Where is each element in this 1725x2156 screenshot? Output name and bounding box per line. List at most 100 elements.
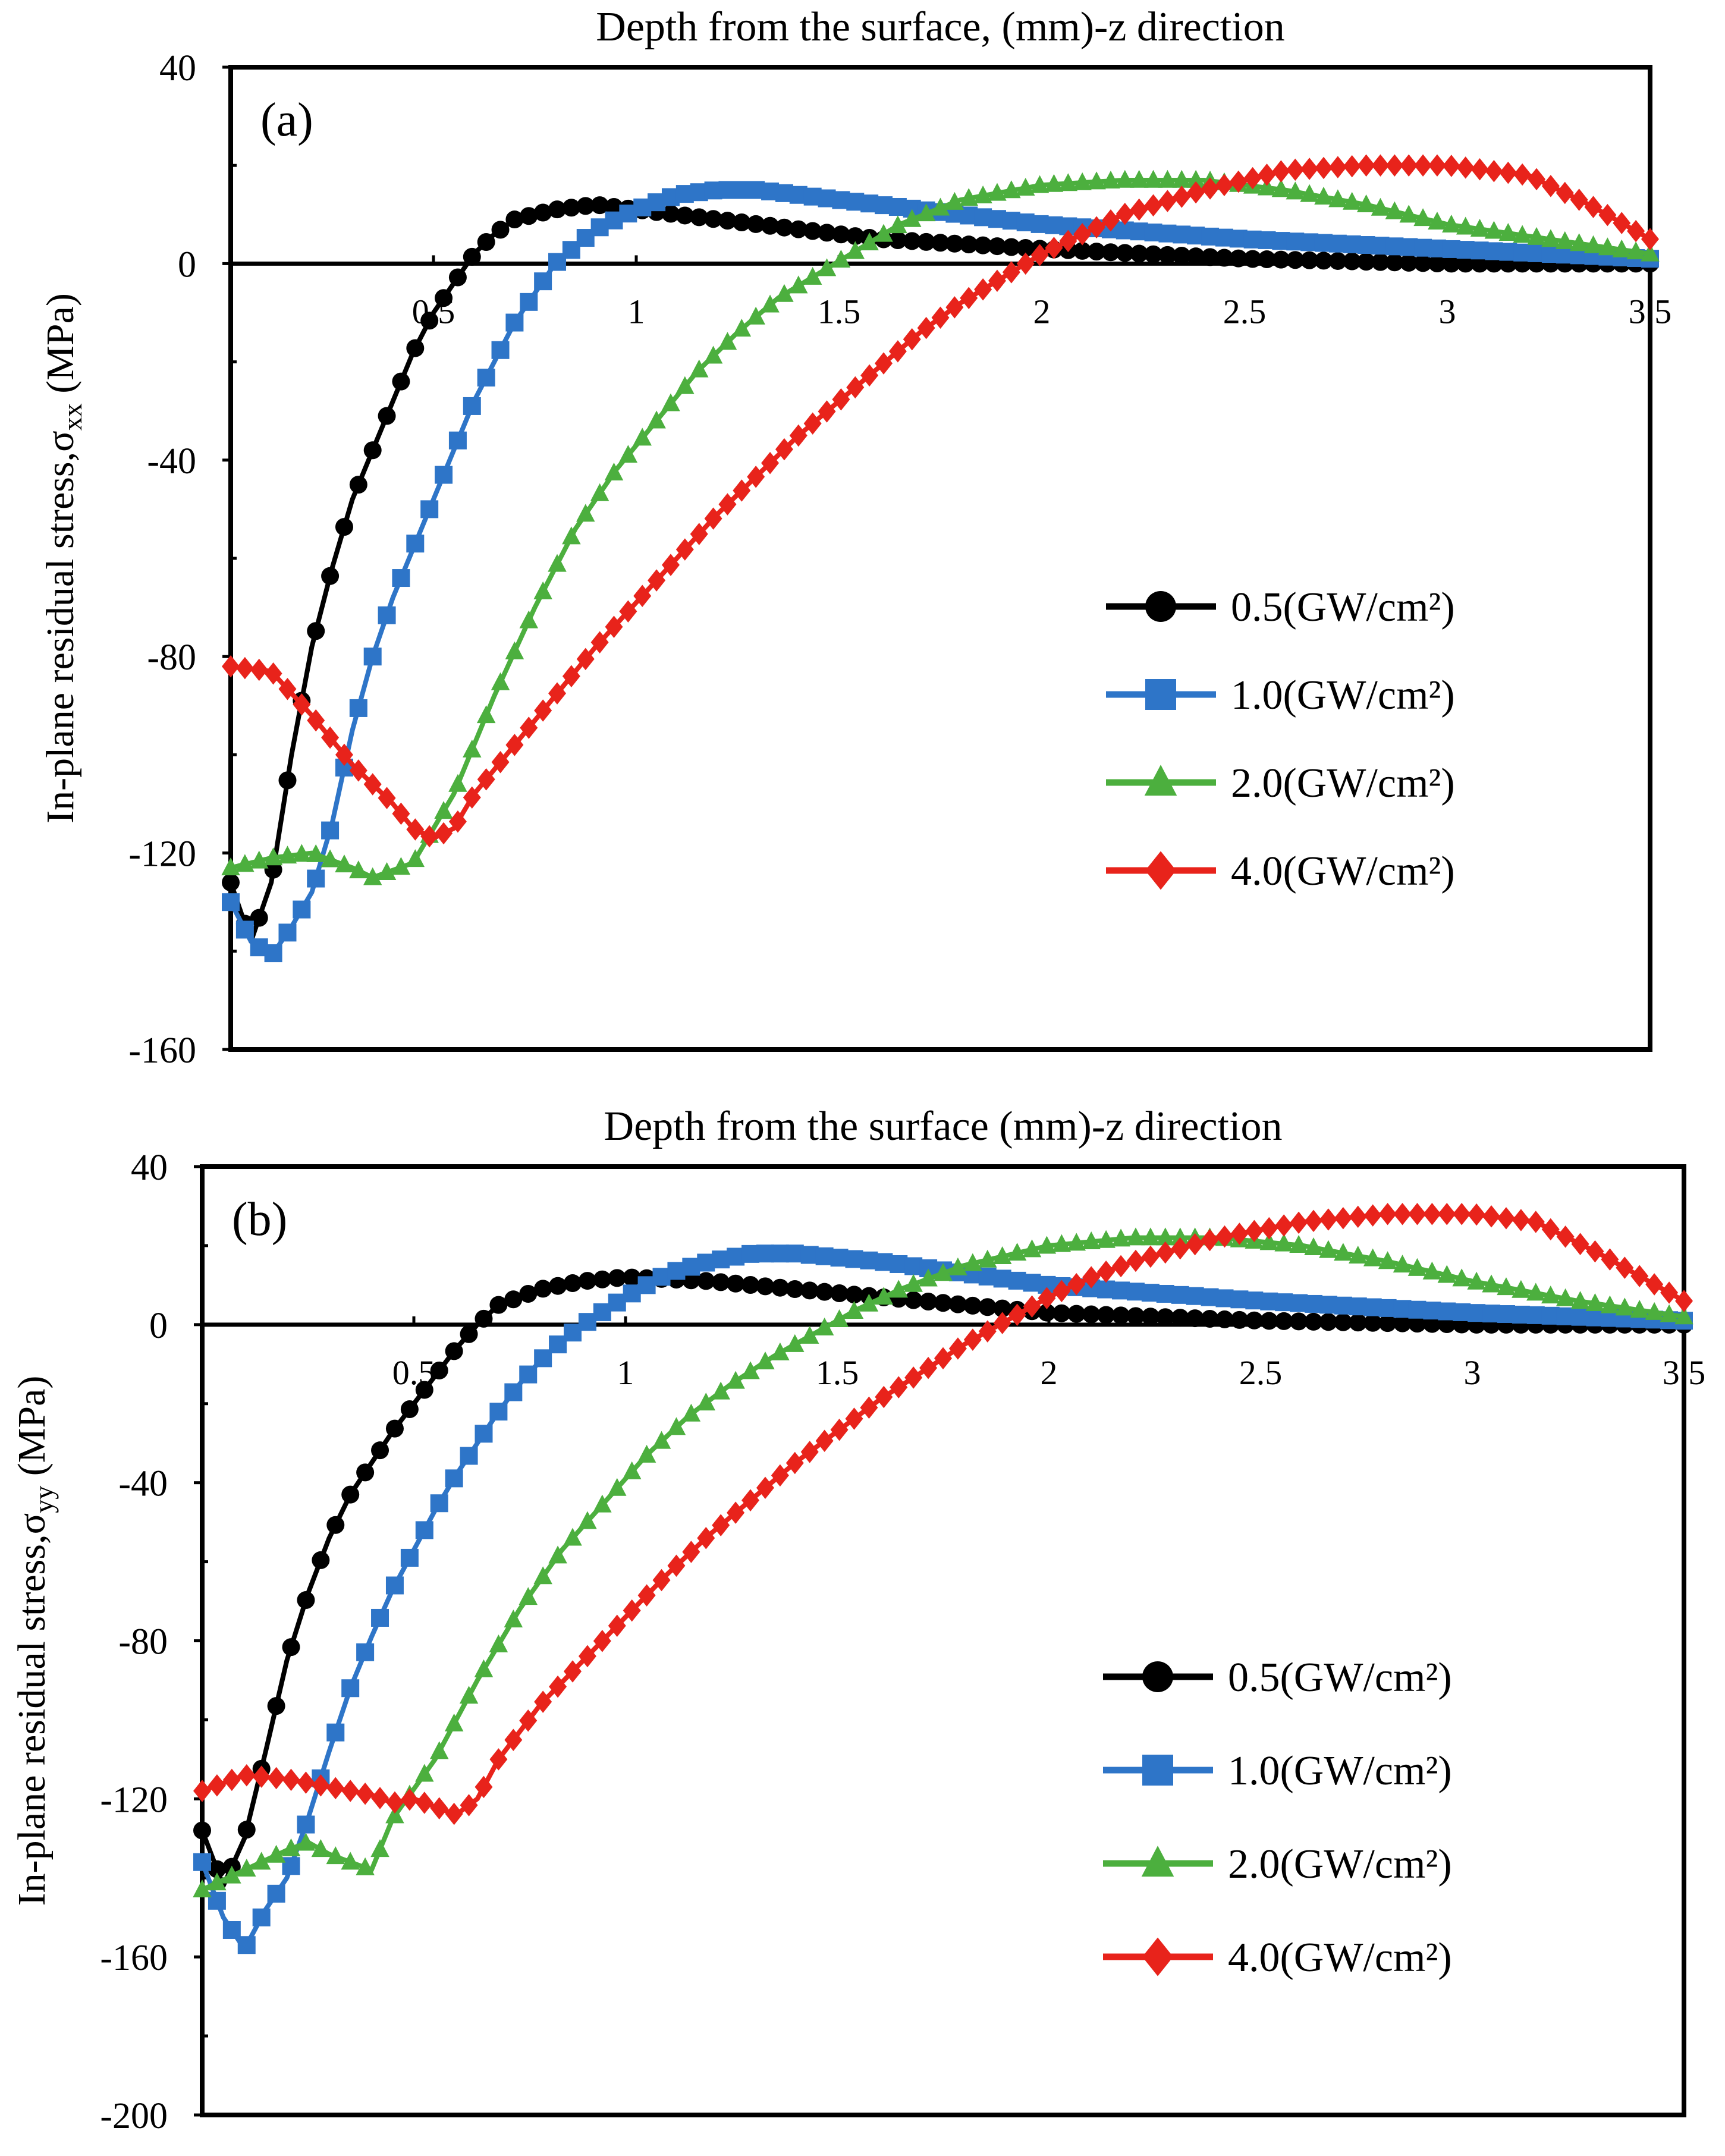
data-point xyxy=(406,339,425,357)
data-point xyxy=(520,716,538,739)
data-point xyxy=(1342,191,1362,210)
data-point xyxy=(385,1791,404,1814)
data-point xyxy=(1116,203,1134,225)
data-point xyxy=(1627,219,1645,243)
data-point xyxy=(489,1296,508,1314)
data-point xyxy=(392,569,410,587)
data-point xyxy=(1112,1306,1130,1325)
data-point xyxy=(448,810,467,833)
legend-label: 1.0(GW/cm²) xyxy=(1231,672,1455,718)
data-point xyxy=(756,1277,774,1296)
data-point xyxy=(904,1366,923,1389)
data-point xyxy=(378,606,396,624)
data-point xyxy=(1058,173,1078,191)
data-point xyxy=(682,1271,700,1290)
data-point xyxy=(747,215,765,233)
data-point xyxy=(1468,1203,1486,1226)
data-point xyxy=(1357,253,1375,271)
data-point xyxy=(445,1469,463,1488)
data-point xyxy=(1116,169,1135,188)
data-point xyxy=(1141,1846,1174,1877)
data-point xyxy=(448,431,467,450)
data-point xyxy=(733,213,751,232)
data-point xyxy=(1258,250,1276,269)
data-point xyxy=(491,221,510,239)
data-point xyxy=(1187,247,1205,266)
data-point xyxy=(335,518,353,536)
data-point xyxy=(1059,230,1077,253)
data-point xyxy=(1170,1227,1190,1246)
data-point xyxy=(904,1274,923,1292)
data-point xyxy=(193,1879,212,1897)
data-point xyxy=(1556,231,1575,249)
data-point xyxy=(356,1782,375,1805)
data-point xyxy=(222,655,240,678)
data-point xyxy=(430,1494,448,1513)
data-point xyxy=(747,466,765,488)
data-point xyxy=(1630,1265,1649,1287)
data-point xyxy=(993,1299,1011,1318)
series-diamond xyxy=(193,1203,1693,1825)
data-point xyxy=(1414,154,1432,177)
data-point xyxy=(904,1291,923,1309)
data-point xyxy=(1141,1245,1160,1268)
data-point xyxy=(341,1852,360,1870)
data-point xyxy=(1130,244,1148,263)
data-point xyxy=(406,535,425,553)
data-point xyxy=(1482,1274,1501,1293)
data-point xyxy=(1257,177,1277,196)
data-point xyxy=(931,306,950,329)
data-point xyxy=(637,1444,656,1463)
data-point xyxy=(1038,1287,1056,1310)
data-point xyxy=(1498,222,1518,241)
data-point xyxy=(311,1839,331,1858)
data-point xyxy=(349,860,368,879)
data-point xyxy=(593,1630,611,1652)
data-point xyxy=(1101,170,1120,188)
data-point xyxy=(978,1249,997,1268)
data-point xyxy=(1612,239,1632,257)
data-point xyxy=(406,818,425,841)
y-tick-label: -80 xyxy=(118,1622,168,1662)
data-point xyxy=(1371,197,1390,216)
data-point xyxy=(282,1638,300,1657)
data-point xyxy=(534,1690,552,1713)
data-point xyxy=(1349,1245,1368,1264)
data-point xyxy=(661,205,680,223)
data-point xyxy=(1156,1227,1175,1246)
data-point xyxy=(549,1675,567,1698)
data-point xyxy=(1584,196,1603,218)
data-point xyxy=(988,269,1006,293)
data-point xyxy=(1570,1291,1590,1309)
data-point xyxy=(1230,1310,1249,1329)
data-point xyxy=(363,773,382,796)
data-point xyxy=(817,258,837,276)
data-point xyxy=(430,1797,448,1820)
data-point xyxy=(1201,1228,1219,1252)
data-point xyxy=(222,893,240,912)
data-point xyxy=(1229,170,1248,193)
data-point xyxy=(860,1396,878,1419)
data-point xyxy=(1243,166,1262,190)
data-point xyxy=(420,312,439,330)
data-point xyxy=(548,682,567,705)
data-point xyxy=(761,216,780,235)
data-point xyxy=(741,1361,760,1379)
data-point xyxy=(1437,1265,1457,1283)
data-point xyxy=(533,581,552,599)
data-point xyxy=(1002,238,1020,256)
data-point xyxy=(1275,1214,1293,1237)
data-point xyxy=(392,802,410,825)
x-tick-label: 3.5 xyxy=(1629,292,1672,331)
data-point xyxy=(477,233,495,252)
data-point xyxy=(623,1599,641,1622)
data-point xyxy=(1259,1232,1278,1250)
data-point xyxy=(1201,1309,1219,1328)
data-point xyxy=(1385,253,1404,272)
data-point xyxy=(293,900,311,919)
data-point xyxy=(1044,174,1064,192)
data-point xyxy=(193,1780,211,1802)
data-point xyxy=(460,1794,478,1816)
data-point xyxy=(1101,243,1120,262)
data-point xyxy=(1088,216,1106,239)
